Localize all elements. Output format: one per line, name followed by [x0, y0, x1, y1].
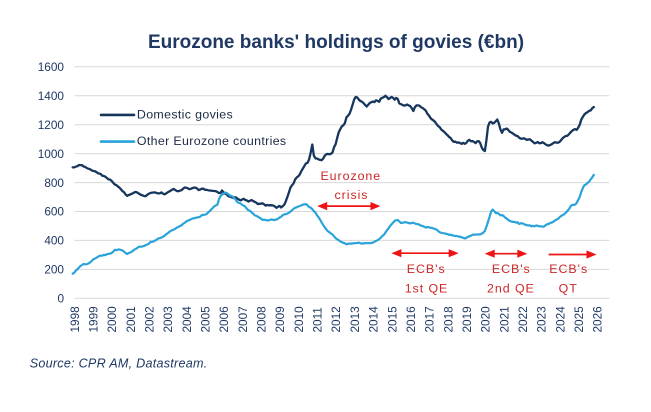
svg-text:2000: 2000: [105, 306, 119, 333]
svg-text:2017: 2017: [423, 306, 437, 332]
svg-text:Eurozone: Eurozone: [320, 169, 381, 183]
svg-text:400: 400: [44, 234, 64, 248]
svg-text:1000: 1000: [38, 147, 65, 161]
svg-text:2020: 2020: [479, 306, 493, 333]
svg-text:2026: 2026: [591, 306, 605, 333]
svg-text:1998: 1998: [68, 306, 82, 333]
svg-text:2025: 2025: [572, 306, 586, 333]
svg-text:600: 600: [44, 205, 64, 219]
svg-text:1st QE: 1st QE: [405, 281, 449, 295]
svg-text:2022: 2022: [516, 306, 530, 332]
svg-text:2014: 2014: [367, 306, 381, 333]
svg-text:0: 0: [57, 292, 64, 306]
svg-text:2013: 2013: [348, 306, 362, 333]
svg-text:2009: 2009: [273, 306, 287, 332]
svg-text:200: 200: [44, 263, 64, 277]
svg-text:2024: 2024: [553, 306, 567, 333]
svg-text:Source: CPR AM, Datastream.: Source: CPR AM, Datastream.: [30, 357, 208, 371]
svg-text:ECB's: ECB's: [407, 262, 446, 276]
svg-text:2nd QE: 2nd QE: [487, 281, 535, 295]
svg-text:Eurozone banks' holdings of go: Eurozone banks' holdings of govies (€bn): [148, 32, 524, 53]
svg-text:2015: 2015: [385, 306, 399, 333]
svg-text:2006: 2006: [217, 306, 231, 333]
svg-text:1400: 1400: [38, 89, 65, 103]
svg-text:ECB's: ECB's: [492, 262, 531, 276]
svg-text:2023: 2023: [535, 306, 549, 333]
svg-text:ECB's: ECB's: [549, 262, 588, 276]
svg-text:2005: 2005: [199, 306, 213, 333]
svg-text:2003: 2003: [161, 306, 175, 333]
svg-text:crisis: crisis: [335, 188, 369, 202]
svg-text:QT: QT: [559, 281, 578, 295]
svg-text:2007: 2007: [236, 306, 250, 332]
svg-text:2002: 2002: [143, 306, 157, 332]
svg-text:2018: 2018: [441, 306, 455, 333]
svg-text:2021: 2021: [497, 306, 511, 332]
svg-text:2001: 2001: [124, 306, 138, 332]
svg-text:1600: 1600: [38, 60, 65, 74]
svg-text:2008: 2008: [255, 306, 269, 333]
svg-text:Domestic govies: Domestic govies: [137, 108, 233, 122]
svg-text:1200: 1200: [38, 118, 65, 132]
svg-text:Other Eurozone countries: Other Eurozone countries: [137, 134, 287, 148]
svg-text:2004: 2004: [180, 306, 194, 333]
svg-text:2012: 2012: [329, 306, 343, 332]
svg-text:1999: 1999: [87, 306, 101, 332]
svg-text:2011: 2011: [311, 307, 325, 332]
svg-text:2016: 2016: [404, 306, 418, 333]
svg-text:800: 800: [44, 176, 64, 190]
svg-text:2019: 2019: [460, 306, 474, 332]
svg-text:2010: 2010: [292, 306, 306, 333]
